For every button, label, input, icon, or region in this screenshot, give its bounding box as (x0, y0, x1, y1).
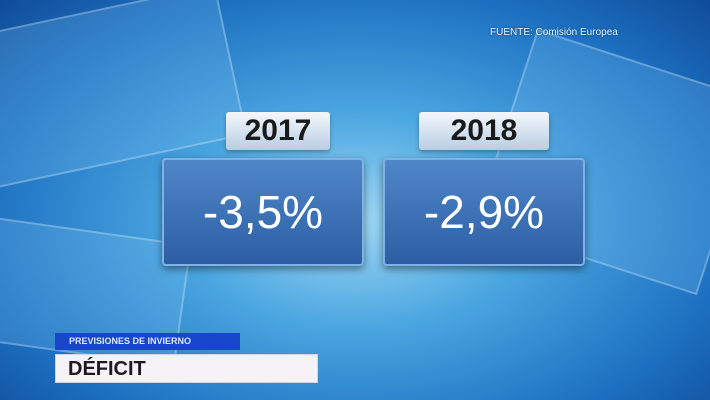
year-label-2018: 2018 (419, 112, 549, 150)
lower-third-subtitle: PREVISIONES DE INVIERNO (55, 333, 240, 350)
source-label: FUENTE: Comisión Europea (490, 27, 618, 38)
value-box-2017: -3,5% (162, 158, 364, 266)
year-label-2017: 2017 (226, 112, 330, 150)
value-box-2018: -2,9% (383, 158, 585, 266)
lower-third-title: DÉFICIT (55, 354, 318, 383)
